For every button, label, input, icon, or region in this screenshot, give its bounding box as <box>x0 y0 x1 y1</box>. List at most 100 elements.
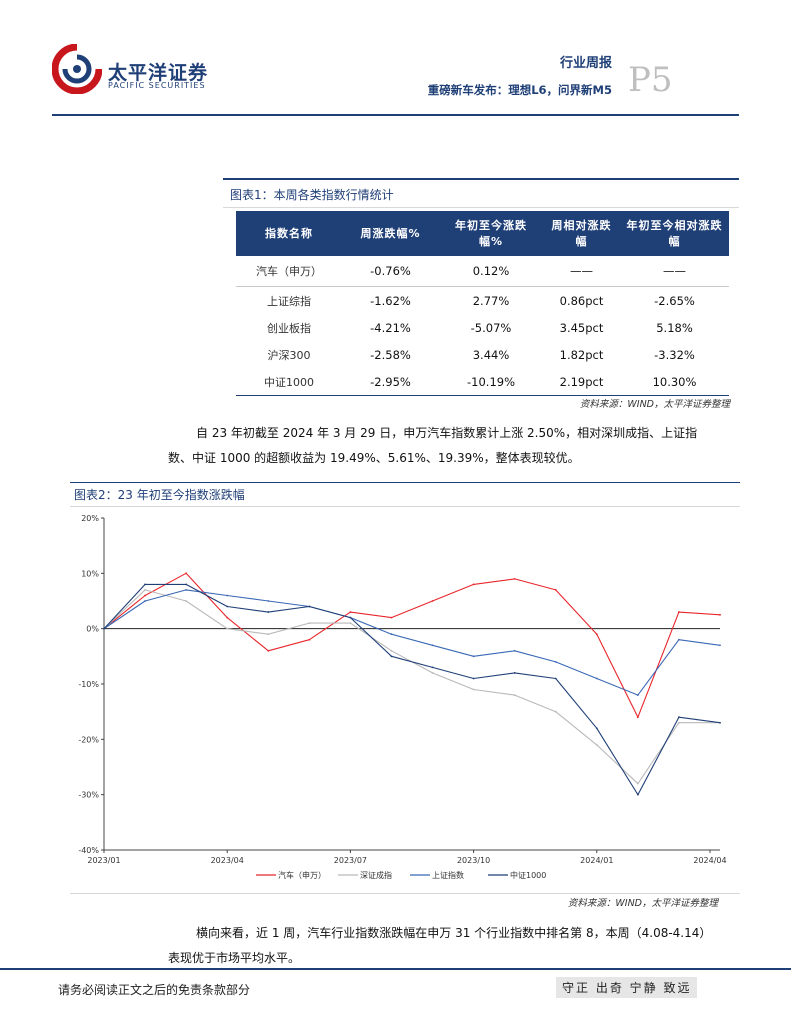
data-point <box>636 793 639 796</box>
data-point <box>431 600 434 602</box>
pacific-securities-logo-icon <box>52 44 102 94</box>
table-cell: -2.65% <box>654 293 695 308</box>
page-number: P5 <box>628 60 673 100</box>
data-point <box>144 594 146 597</box>
data-point <box>513 694 516 696</box>
table-cell: 沪深300 <box>267 348 311 362</box>
x-tick-label: 2023/01 <box>87 856 120 865</box>
data-point <box>349 616 352 619</box>
data-point <box>308 605 311 608</box>
y-tick-label: 10% <box>81 569 99 578</box>
data-point <box>595 727 598 730</box>
data-point <box>719 644 721 647</box>
footer-divider <box>0 968 791 970</box>
table-cell: 10.30% <box>620 368 729 396</box>
table-cell: 创业板指 <box>267 321 311 335</box>
column-header: 周相对涨跌幅 <box>543 211 620 256</box>
data-point <box>554 710 557 713</box>
y-tick-label: -40% <box>78 846 99 855</box>
series-line <box>103 589 721 696</box>
footer-disclaimer: 请务必阅读正文之后的免责条款部分 <box>58 983 251 997</box>
series-line <box>103 583 721 796</box>
data-point <box>595 677 598 680</box>
header-divider <box>52 114 739 116</box>
table-caption-top-rule <box>223 178 739 180</box>
data-point <box>226 616 229 619</box>
data-point <box>719 613 721 616</box>
series-line <box>103 572 721 718</box>
data-point <box>678 638 680 641</box>
legend-label: 汽车（申万） <box>278 870 326 880</box>
table-cell: 0.12% <box>439 256 543 287</box>
table-cell: -10.19% <box>439 368 543 396</box>
data-point <box>472 655 475 658</box>
series-line <box>103 589 720 785</box>
data-point <box>185 583 188 586</box>
data-point <box>226 627 229 630</box>
table-cell: 3.45pct <box>559 320 604 335</box>
data-point <box>678 611 680 613</box>
y-tick-label: -10% <box>78 680 99 689</box>
body-text-line: 自 23 年初截至 2024 年 3 月 29 日，申万汽车指数累计上涨 2.5… <box>196 426 698 440</box>
data-point <box>636 694 639 696</box>
x-tick-label: 2023/10 <box>457 856 490 865</box>
data-point <box>719 721 721 724</box>
data-point <box>595 743 598 746</box>
data-point <box>678 721 680 724</box>
data-point <box>636 782 639 785</box>
data-point <box>431 672 434 674</box>
table-cell: -5.07% <box>470 320 512 335</box>
data-point <box>144 600 146 602</box>
logo-english-name: PACIFIC SECURITIES <box>108 81 206 90</box>
data-point <box>513 577 516 580</box>
data-point <box>308 638 311 641</box>
column-header: 年初至今涨跌幅% <box>439 211 543 256</box>
table-row: 汽车（申万） -0.76% 0.12% —— —— <box>236 256 729 287</box>
column-header: 周涨跌幅% <box>342 211 439 256</box>
y-tick-label: -20% <box>78 735 99 744</box>
table-cell: 1.82pct <box>559 347 604 362</box>
x-tick-label: 2023/07 <box>334 856 367 865</box>
table-cell: 0.86pct <box>559 293 604 308</box>
data-point <box>308 622 311 625</box>
data-point <box>267 611 270 613</box>
table-cell: —— <box>543 256 620 287</box>
chart-source-note: 资料来源：WIND，太平洋证券整理 <box>567 898 718 909</box>
footer-motto: 守正 出奇 宁静 致远 <box>556 977 698 998</box>
body-text-line: 横向来看，近 1 周，汽车行业指数涨跌幅在申万 31 个行业指数中排名第 8，本… <box>196 926 712 940</box>
table-row: 中证1000 -2.95% -10.19% 2.19pct 10.30% <box>236 368 729 396</box>
body-text-line: 数、中证 1000 的超额收益为 19.49%、5.61%、19.39%，整体表… <box>168 451 580 465</box>
y-tick-label: -30% <box>78 791 99 800</box>
y-tick-label: 0% <box>86 625 99 634</box>
table-caption: 图表1：本周各类指数行情统计 <box>230 188 394 202</box>
column-header: 年初至今相对涨跌幅 <box>620 211 729 256</box>
data-point <box>472 583 475 586</box>
data-point <box>226 605 229 608</box>
x-tick-label: 2023/04 <box>211 856 244 865</box>
data-point <box>390 633 393 636</box>
table-cell: -3.32% <box>654 347 695 362</box>
table-cell: 3.44% <box>472 347 510 362</box>
data-point <box>185 572 188 575</box>
table-caption-divider <box>223 207 739 208</box>
data-point <box>595 633 598 636</box>
table-cell: -2.58% <box>370 347 411 362</box>
chart-title: 图表2：23 年初至今指数涨跌幅 <box>74 488 245 502</box>
chart-caption-rule <box>70 482 740 483</box>
chart-frame <box>70 506 740 894</box>
x-tick-label: 2024/01 <box>580 856 613 865</box>
index-performance-line-chart: 20% 10% 0% -10% -20% -30% -40%2023/01 2023/04 20… <box>78 514 726 880</box>
table-cell: —— <box>620 256 729 287</box>
x-tick-label: 2024/04 <box>693 856 726 865</box>
table-source-note: 资料来源：WIND，太平洋证券整理 <box>579 399 730 410</box>
table-cell: 中证1000 <box>236 368 342 396</box>
data-point <box>513 649 516 652</box>
data-point <box>349 622 352 625</box>
table-row: 上证综指 -1.62% 2.77% 0.86pct -2.65% <box>236 287 729 315</box>
data-point <box>103 627 105 630</box>
data-point <box>185 600 188 602</box>
data-point <box>431 666 434 669</box>
data-point <box>678 716 680 719</box>
legend-label: 中证1000 <box>510 870 546 880</box>
body-text-line: 表现优于市场平均水平。 <box>168 951 301 965</box>
